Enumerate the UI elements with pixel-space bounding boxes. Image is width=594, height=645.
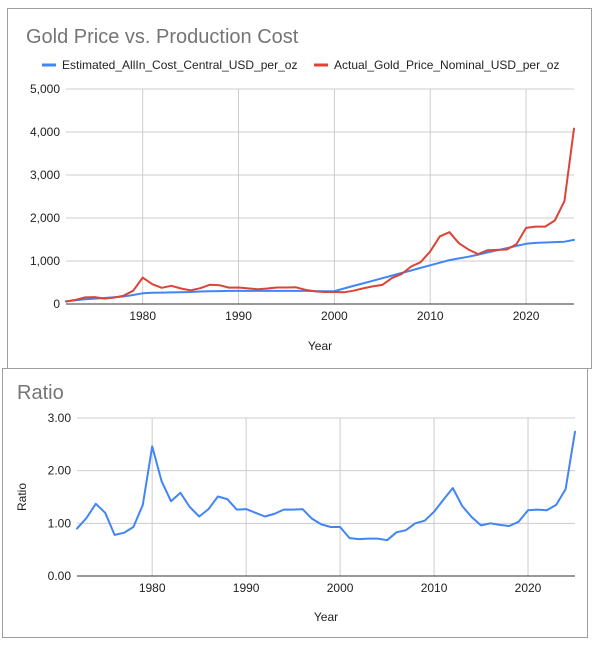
chart-title: Ratio: [17, 382, 64, 404]
y-tick-label: 1,000: [30, 254, 60, 268]
series-line-1: [76, 430, 576, 542]
x-tick-label: 2000: [327, 581, 354, 595]
y-tick-label: 0.00: [48, 569, 72, 583]
ratio-chart-panel: Ratio 0.00 1.00 2.00 3.00 1980 1990 2000 2010 202…: [2, 368, 588, 638]
y-tick-label: 3.00: [48, 411, 72, 425]
y-tick-label: 4,000: [30, 125, 60, 139]
y-tick-label: 5,000: [30, 82, 60, 96]
x-tick-label: 2020: [515, 581, 542, 595]
y-axis-title: Ratio: [15, 483, 29, 511]
x-axis-title: Year: [314, 610, 338, 624]
price-cost-chart-panel: Gold Price vs. Production Cost Estimated_…: [7, 8, 592, 369]
x-tick-label: 2020: [513, 309, 540, 323]
y-tick-label: 2,000: [30, 211, 60, 225]
ratio-chart: Ratio 0.00 1.00 2.00 3.00 1980 1990 2000 2010 202…: [15, 382, 576, 624]
x-tick-label: 1990: [233, 581, 260, 595]
x-tick-label: 2010: [421, 581, 448, 595]
legend-label-1: Estimated_AllIn_Cost_Central_USD_per_oz: [62, 58, 297, 72]
legend-label-2: Actual_Gold_Price_Nominal_USD_per_oz: [334, 58, 559, 72]
x-tick-label: 1980: [129, 309, 156, 323]
x-tick-label: 1980: [139, 581, 166, 595]
y-tick-label: 0: [53, 297, 60, 311]
x-tick-label: 2010: [417, 309, 444, 323]
y-tick-label: 1.00: [48, 516, 72, 530]
y-tick-label: 3,000: [30, 168, 60, 182]
chart-title: Gold Price vs. Production Cost: [26, 26, 299, 48]
x-tick-label: 1990: [225, 309, 252, 323]
series-line-2: [65, 127, 575, 303]
x-tick-label: 2000: [321, 309, 348, 323]
x-axis-title: Year: [308, 339, 332, 353]
y-tick-label: 2.00: [48, 464, 72, 478]
price-cost-chart: Gold Price vs. Production Cost Estimated_…: [26, 26, 575, 353]
